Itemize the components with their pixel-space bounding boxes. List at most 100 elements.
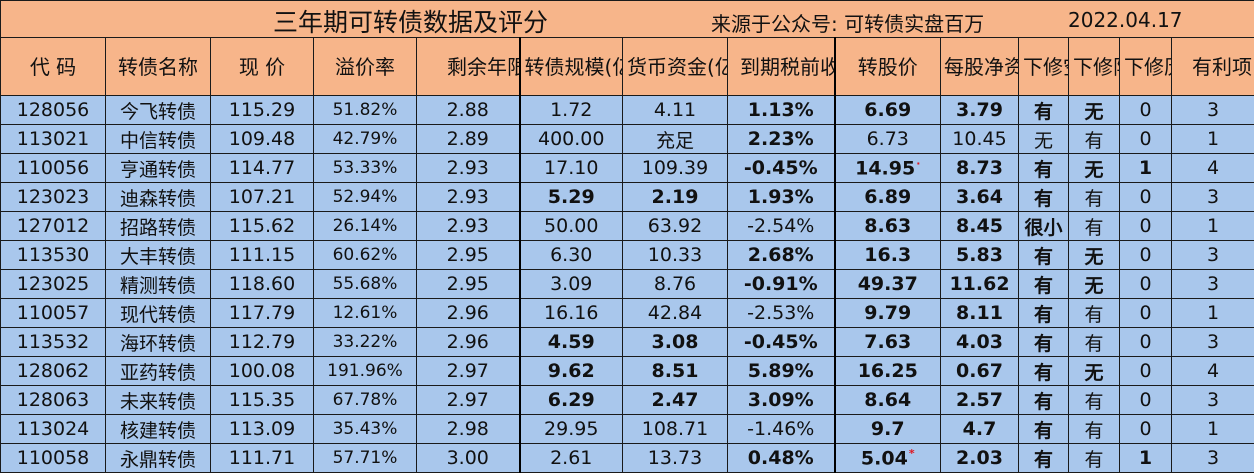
cell-code[interactable]: 110056	[0, 153, 106, 183]
cell-down-limit[interactable]: 有	[1068, 298, 1120, 328]
cell-scale[interactable]: 400.00	[518, 124, 623, 154]
cell-scale[interactable]: 6.29	[518, 385, 623, 415]
cell-nav[interactable]: 5.83	[940, 240, 1019, 270]
cell-price[interactable]: 115.35	[210, 385, 314, 415]
cell-ytm[interactable]: 2.23%	[727, 124, 836, 154]
cell-bond-name[interactable]: 迪森转债	[105, 182, 211, 212]
cell-down-hist[interactable]: 0	[1119, 385, 1172, 415]
cell-premium[interactable]: 67.78%	[313, 385, 417, 415]
cell-remaining[interactable]: 2.89	[416, 124, 520, 154]
cell-conv-price[interactable]: 5.04*	[834, 443, 941, 473]
header-favor[interactable]: 有利项	[1170, 37, 1254, 96]
cell-nav[interactable]: 2.57	[940, 385, 1019, 415]
cell-down-space[interactable]: 有	[1018, 356, 1069, 386]
cell-code[interactable]: 127012	[0, 211, 106, 241]
cell-down-space[interactable]: 有	[1018, 385, 1069, 415]
cell-bond-name[interactable]: 今飞转债	[105, 95, 211, 125]
cell-down-limit[interactable]: 无	[1068, 153, 1120, 183]
cell-conv-price[interactable]: 8.63	[834, 211, 941, 241]
cell-down-limit[interactable]: 无	[1068, 356, 1120, 386]
cell-down-space[interactable]: 有	[1018, 240, 1069, 270]
cell-price[interactable]: 115.29	[210, 95, 314, 125]
cell-bond-name[interactable]: 中信转债	[105, 124, 211, 154]
cell-scale[interactable]: 5.29	[518, 182, 623, 212]
header-premium[interactable]: 溢价率	[313, 37, 417, 96]
cell-bond-name[interactable]: 核建转债	[105, 414, 211, 444]
cell-price[interactable]: 115.62	[210, 211, 314, 241]
cell-conv-price[interactable]: 16.3	[834, 240, 941, 270]
cell-favor[interactable]: 3	[1170, 95, 1254, 125]
cell-cash[interactable]: 8.76	[622, 269, 728, 299]
cell-conv-price[interactable]: 49.37	[834, 269, 941, 299]
cell-cash[interactable]: 2.47	[622, 385, 728, 415]
cell-price[interactable]: 111.71	[210, 443, 314, 473]
cell-price[interactable]: 117.79	[210, 298, 314, 328]
cell-down-space[interactable]: 无	[1018, 124, 1069, 154]
cell-down-space[interactable]: 有	[1018, 153, 1069, 183]
cell-ytm[interactable]: -1.46%	[727, 414, 836, 444]
cell-cash[interactable]: 8.51	[622, 356, 728, 386]
cell-down-hist[interactable]: 0	[1119, 356, 1172, 386]
cell-ytm[interactable]: 0.48%	[727, 443, 836, 473]
cell-down-hist[interactable]: 0	[1119, 124, 1172, 154]
cell-remaining[interactable]: 2.93	[416, 153, 520, 183]
cell-premium[interactable]: 33.22%	[313, 327, 417, 357]
cell-down-space[interactable]: 有	[1018, 443, 1069, 473]
cell-down-hist[interactable]: 0	[1119, 95, 1172, 125]
cell-bond-name[interactable]: 现代转债	[105, 298, 211, 328]
cell-scale[interactable]: 3.09	[518, 269, 623, 299]
cell-remaining[interactable]: 2.93	[416, 182, 520, 212]
header-nav[interactable]: 每股净资产	[940, 37, 1019, 96]
cell-price[interactable]: 100.08	[210, 356, 314, 386]
cell-code[interactable]: 128062	[0, 356, 106, 386]
cell-down-limit[interactable]: 有	[1068, 124, 1120, 154]
cell-conv-price[interactable]: 16.25	[834, 356, 941, 386]
cell-premium[interactable]: 57.71%	[313, 443, 417, 473]
cell-premium[interactable]: 53.33%	[313, 153, 417, 183]
cell-nav[interactable]: 8.45	[940, 211, 1019, 241]
cell-cash[interactable]: 13.73	[622, 443, 728, 473]
cell-ytm[interactable]: 1.13%	[727, 95, 836, 125]
cell-ytm[interactable]: 5.89%	[727, 356, 836, 386]
cell-cash[interactable]: 4.11	[622, 95, 728, 125]
cell-code[interactable]: 113024	[0, 414, 106, 444]
cell-ytm[interactable]: -2.53%	[727, 298, 836, 328]
cell-down-limit[interactable]: 有	[1068, 211, 1120, 241]
header-conv-price[interactable]: 转股价	[834, 37, 941, 96]
cell-down-limit[interactable]: 有	[1068, 182, 1120, 212]
cell-ytm[interactable]: 2.68%	[727, 240, 836, 270]
cell-price[interactable]: 113.09	[210, 414, 314, 444]
cell-down-hist[interactable]: 1	[1119, 153, 1172, 183]
cell-nav[interactable]: 11.62	[940, 269, 1019, 299]
cell-ytm[interactable]: 1.93%	[727, 182, 836, 212]
cell-code[interactable]: 128063	[0, 385, 106, 415]
cell-bond-name[interactable]: 大丰转债	[105, 240, 211, 270]
cell-favor[interactable]: 1	[1170, 211, 1254, 241]
cell-nav[interactable]: 0.67	[940, 356, 1019, 386]
cell-premium[interactable]: 51.82%	[313, 95, 417, 125]
cell-down-space[interactable]: 有	[1018, 327, 1069, 357]
cell-down-limit[interactable]: 有	[1068, 385, 1120, 415]
cell-premium[interactable]: 26.14%	[313, 211, 417, 241]
cell-down-space[interactable]: 有	[1018, 95, 1069, 125]
cell-cash[interactable]: 3.08	[622, 327, 728, 357]
cell-scale[interactable]: 17.10	[518, 153, 623, 183]
cell-nav[interactable]: 8.73	[940, 153, 1019, 183]
cell-scale[interactable]: 6.30	[518, 240, 623, 270]
cell-favor[interactable]: 1	[1170, 298, 1254, 328]
cell-bond-name[interactable]: 海环转债	[105, 327, 211, 357]
cell-remaining[interactable]: 2.98	[416, 414, 520, 444]
cell-conv-price[interactable]: 14.95·	[834, 153, 941, 183]
cell-conv-price[interactable]: 6.73	[834, 124, 941, 154]
cell-conv-price[interactable]: 6.69	[834, 95, 941, 125]
cell-down-hist[interactable]: 0	[1119, 211, 1172, 241]
cell-nav[interactable]: 4.7	[940, 414, 1019, 444]
cell-favor[interactable]: 3	[1170, 385, 1254, 415]
cell-remaining[interactable]: 2.95	[416, 269, 520, 299]
cell-favor[interactable]: 4	[1170, 153, 1254, 183]
cell-scale[interactable]: 29.95	[518, 414, 623, 444]
cell-price[interactable]: 118.60	[210, 269, 314, 299]
cell-down-limit[interactable]: 有	[1068, 443, 1120, 473]
cell-scale[interactable]: 16.16	[518, 298, 623, 328]
cell-favor[interactable]: 3	[1170, 327, 1254, 357]
